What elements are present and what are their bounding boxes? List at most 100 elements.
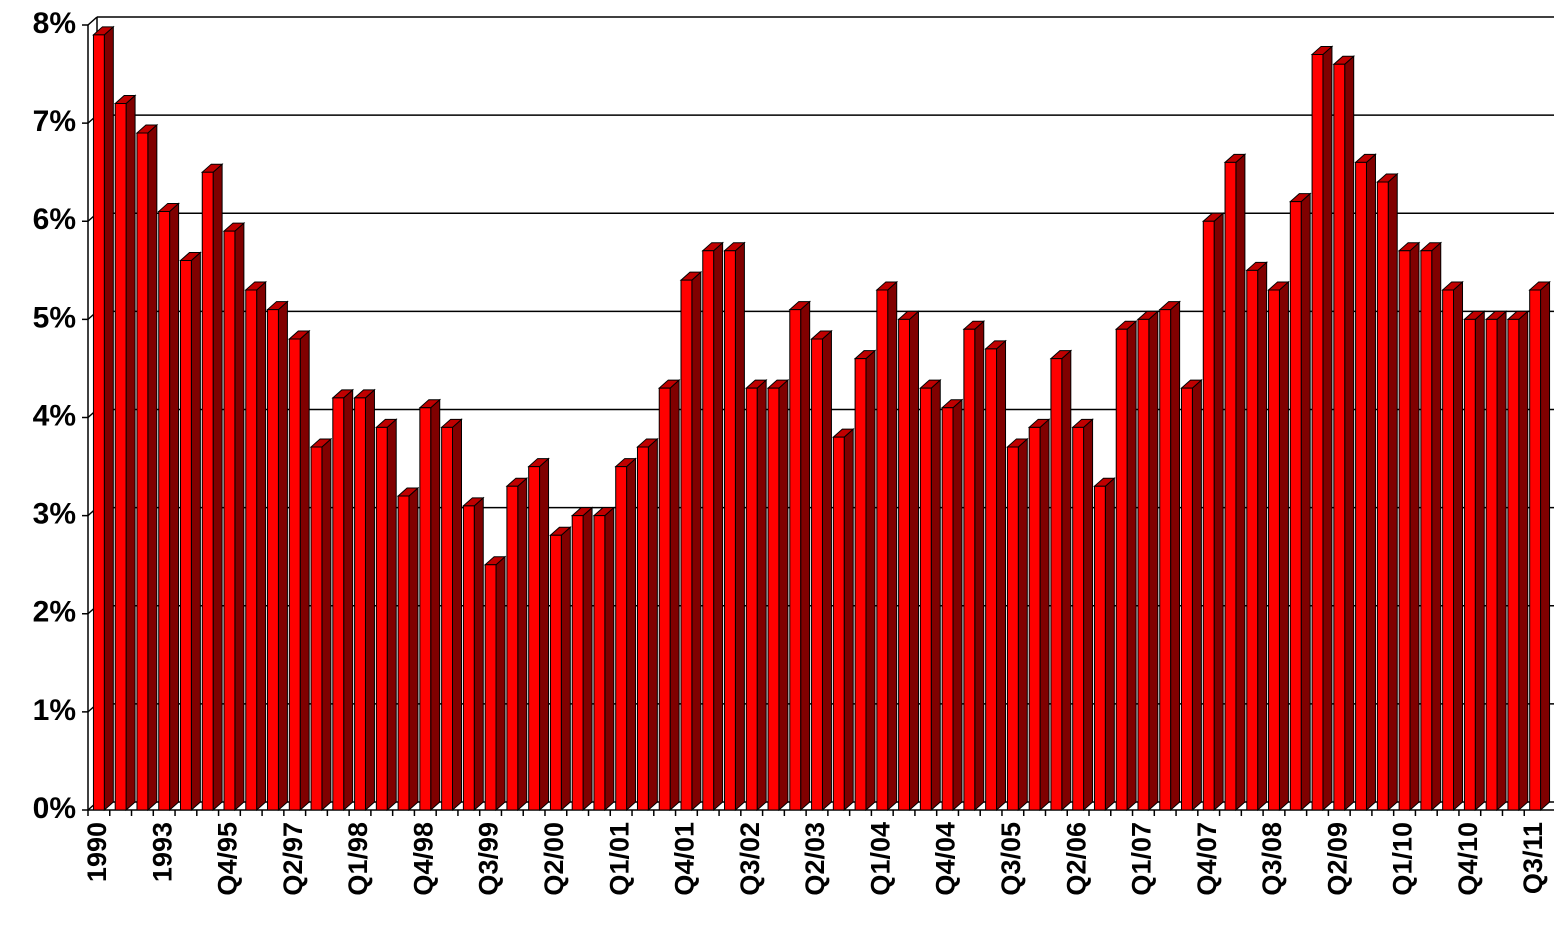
bar [266, 300, 289, 812]
bar [1201, 212, 1225, 812]
bar-side [626, 457, 637, 812]
bar-side [1213, 212, 1224, 812]
bar [853, 349, 877, 812]
bar-side [256, 280, 267, 812]
bar [744, 378, 768, 812]
bar [940, 398, 964, 812]
bar-front [267, 309, 279, 811]
bar-front [1115, 328, 1128, 811]
bar-side [1387, 172, 1398, 812]
bar-front [114, 103, 127, 811]
x-tick-label: Q1/01 [604, 822, 634, 896]
x-tick-label: Q4/07 [1192, 822, 1222, 896]
bar-side [299, 329, 310, 812]
bar-side [713, 241, 724, 812]
bar [1071, 418, 1094, 812]
bar [962, 320, 986, 812]
x-tick-label: Q2/06 [1061, 822, 1091, 896]
bar [1006, 437, 1029, 812]
bar-side [364, 388, 375, 812]
bar-front [375, 426, 388, 811]
bar-side [865, 349, 876, 812]
bar [222, 221, 246, 812]
x-tick-label: Q1/98 [343, 822, 373, 896]
bar-front [354, 397, 366, 811]
bar [1463, 310, 1486, 812]
bar-side [930, 378, 941, 812]
bar-front [658, 387, 671, 811]
bar-side [908, 310, 919, 812]
bar-side [321, 437, 332, 812]
x-tick-label: Q3/08 [1257, 822, 1287, 896]
bar-side [277, 300, 288, 812]
bar-side [103, 25, 114, 812]
bar-side [1322, 45, 1333, 812]
bar-side [517, 477, 528, 812]
bar [897, 310, 920, 812]
bar-front [310, 446, 323, 811]
bar [614, 457, 637, 812]
bar-front [1442, 289, 1455, 811]
bar-front [179, 260, 192, 811]
bar-front [1181, 387, 1193, 811]
bar-side [1431, 241, 1442, 812]
bar [1376, 172, 1399, 812]
bar-side [1453, 280, 1464, 812]
bar [919, 378, 942, 812]
bar-front [1159, 309, 1172, 811]
bar-front [1028, 426, 1041, 811]
bar-side [1409, 241, 1420, 812]
bar-front [636, 446, 649, 811]
bar-front [136, 132, 149, 811]
x-tick-label: Q2/09 [1322, 822, 1352, 896]
bar-front [1137, 318, 1150, 811]
bar-front [876, 289, 889, 811]
bar-front [462, 505, 475, 811]
bar-front [1463, 318, 1476, 811]
bar [1158, 300, 1181, 812]
bar-front [1289, 201, 1302, 811]
y-tick-label: 5% [33, 301, 76, 334]
bar-side [756, 378, 767, 812]
bar-side [1518, 310, 1529, 812]
bar [440, 418, 463, 812]
bar-front [158, 210, 171, 811]
bar-front [702, 250, 715, 811]
bar-side [1540, 280, 1551, 812]
bar-side [604, 506, 615, 812]
bar-front [593, 515, 606, 811]
y-tick-label: 3% [33, 498, 76, 531]
bar [636, 437, 659, 812]
bar-front [1202, 220, 1215, 811]
bar [1528, 280, 1551, 812]
bar-front [789, 309, 802, 811]
bar [287, 329, 311, 812]
x-tick-label: Q3/02 [735, 822, 765, 896]
bar-side [1496, 310, 1507, 812]
bar [1441, 280, 1464, 812]
bar-front [245, 289, 258, 811]
bar-front [680, 279, 693, 811]
bar-side [1474, 310, 1485, 812]
bar-front [1420, 250, 1433, 811]
bar-front [92, 34, 105, 811]
y-tick-label: 8% [33, 7, 76, 40]
bar [1180, 378, 1203, 812]
bar-front [1268, 289, 1280, 811]
bar-front [898, 318, 910, 811]
bar-side [800, 300, 811, 812]
bar-front [1485, 318, 1498, 811]
bar-side [778, 378, 789, 812]
bar [200, 163, 224, 812]
bar [832, 428, 855, 812]
bar [1288, 192, 1312, 812]
bar-front [811, 338, 823, 811]
bar-front [745, 387, 758, 811]
y-tick-label: 2% [33, 596, 76, 629]
y-tick-label: 0% [33, 792, 76, 825]
bar-front [223, 230, 236, 811]
bar-front [1311, 53, 1324, 811]
bar [984, 339, 1007, 812]
bar-front [985, 348, 998, 811]
